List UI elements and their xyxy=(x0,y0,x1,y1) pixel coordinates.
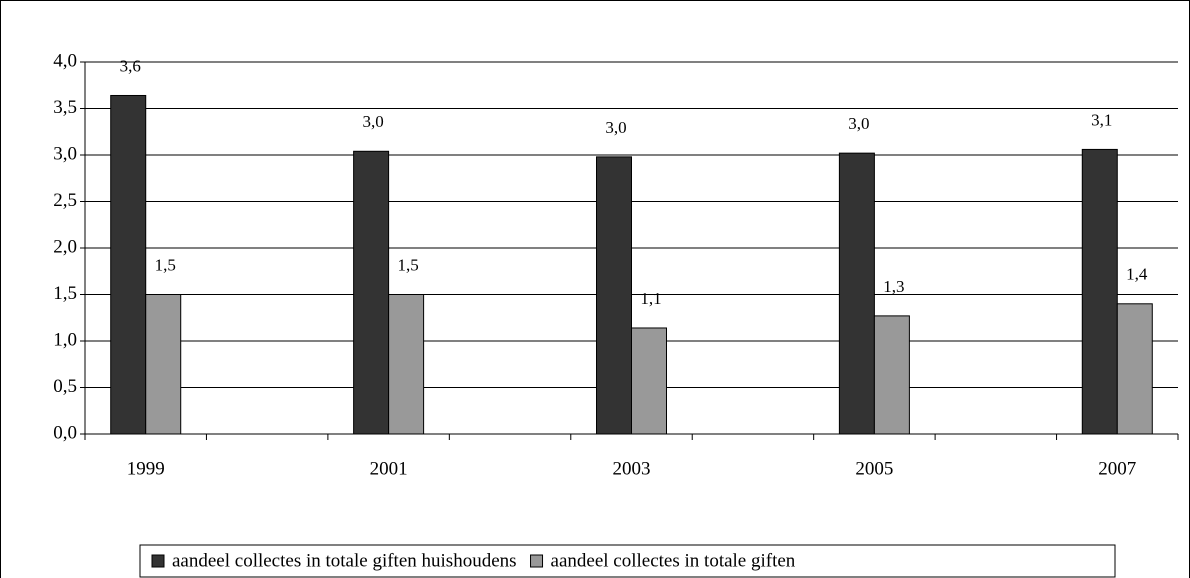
value-label: 3,0 xyxy=(848,114,869,133)
y-tick-label: 2,0 xyxy=(53,236,77,257)
bar xyxy=(1081,148,1118,435)
bar xyxy=(631,327,667,435)
value-label: 1,5 xyxy=(155,255,176,274)
x-tick-label: 1999 xyxy=(127,458,165,479)
y-tick-label: 0,0 xyxy=(53,422,77,443)
y-tick-label: 0,5 xyxy=(53,376,77,397)
bar xyxy=(145,294,182,435)
value-label: 1,5 xyxy=(397,255,418,274)
x-tick-label: 2003 xyxy=(613,458,651,479)
legend-swatch xyxy=(530,554,544,568)
bar xyxy=(838,152,875,435)
y-tick-label: 4,0 xyxy=(53,50,77,71)
y-tick-label: 2,5 xyxy=(53,190,77,211)
value-label: 3,1 xyxy=(1091,110,1112,129)
value-label: 3,6 xyxy=(120,56,141,75)
value-label: 3,0 xyxy=(362,112,383,131)
x-tick-label: 2001 xyxy=(370,458,408,479)
legend-swatch xyxy=(151,554,165,568)
bar xyxy=(1116,303,1153,435)
bar xyxy=(110,94,147,435)
y-tick-label: 3,5 xyxy=(53,97,77,118)
value-label: 3,0 xyxy=(605,118,626,137)
x-tick-label: 2005 xyxy=(855,458,893,479)
y-tick-label: 1,0 xyxy=(53,329,77,350)
bar xyxy=(596,156,632,435)
y-tick-label: 1,5 xyxy=(53,283,77,304)
y-tick-label: 3,0 xyxy=(53,143,77,164)
x-tick-label: 2007 xyxy=(1098,458,1136,479)
bar xyxy=(388,294,425,435)
bar xyxy=(353,150,390,435)
value-label: 1,1 xyxy=(640,289,661,308)
value-label: 1,3 xyxy=(883,277,904,296)
legend-box xyxy=(139,544,1116,578)
bar xyxy=(873,315,910,435)
legend-label: aandeel collectes in totale giften huish… xyxy=(172,550,517,571)
value-label: 1,4 xyxy=(1126,265,1148,284)
legend-label: aandeel collectes in totale giften xyxy=(551,550,796,571)
